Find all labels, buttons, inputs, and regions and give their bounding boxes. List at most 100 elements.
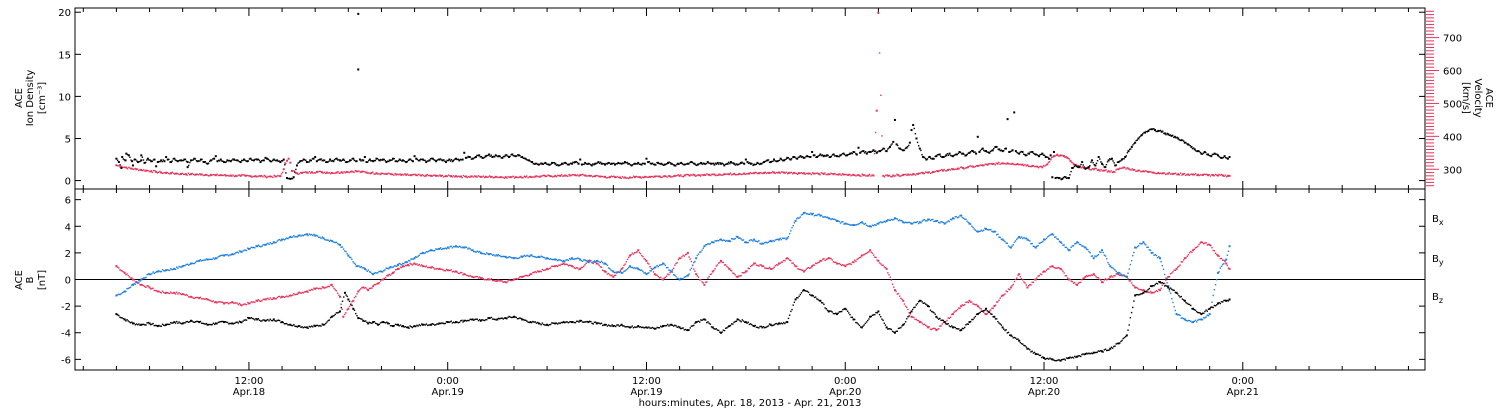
by-series-point [187, 264, 190, 266]
density-series-point [458, 159, 461, 162]
by-series-point [775, 238, 778, 241]
bx-series-point [296, 326, 299, 328]
density-series-point [636, 163, 638, 165]
bz-series-point [118, 267, 120, 269]
bx-series-point [254, 319, 256, 321]
by-series-point [747, 241, 749, 244]
bx-series-point [1146, 290, 1148, 292]
by-series-point [1128, 268, 1130, 270]
velocity-series-point [146, 169, 149, 172]
velocity-series-point [269, 175, 272, 178]
by-series-point [326, 239, 328, 241]
velocity-series-point [603, 176, 605, 178]
bx-series-point [1155, 282, 1158, 285]
density-series-point [828, 156, 830, 159]
bx-series-point [1132, 306, 1134, 309]
by-series-point [707, 243, 709, 245]
bz-series-point [642, 255, 644, 258]
velocity-series-point [867, 174, 870, 177]
bx-series-point [401, 325, 404, 328]
velocity-series-point [696, 174, 698, 177]
velocity-series-point [136, 168, 139, 170]
density-series-point [269, 160, 272, 163]
by-series-point [193, 262, 196, 265]
bz-series-point [321, 286, 323, 288]
velocity-series-point [502, 176, 504, 179]
bx-series-point [635, 326, 637, 329]
bz-series-point [1212, 249, 1214, 252]
bz-series-point [166, 292, 168, 294]
bz-series-point [772, 267, 774, 270]
density-series-point [830, 155, 833, 157]
density-series-point [502, 155, 505, 158]
by-series-point [292, 236, 294, 238]
density-series-point [1040, 153, 1042, 156]
density-series-point [1116, 161, 1119, 163]
bx-series-point [323, 323, 326, 326]
x-tick-date: Apr.21 [1227, 387, 1259, 398]
bz-series-point [187, 296, 190, 298]
bx-series-point [889, 328, 891, 330]
bz-series-point [474, 276, 476, 278]
by-series-point [1036, 245, 1038, 247]
bz-series-point [1182, 259, 1185, 261]
bz-series-point [506, 281, 508, 284]
bz-series-point [574, 267, 577, 270]
density-series-point [507, 156, 510, 159]
bz-series-point [663, 277, 665, 279]
by-series-point [531, 254, 533, 256]
bz-series-point [697, 276, 700, 278]
velocity-series-point [611, 175, 614, 178]
bx-series-point [744, 321, 747, 324]
bz-series-point [1173, 269, 1175, 271]
density-series-point [855, 153, 857, 155]
density-series-point [1120, 160, 1122, 162]
by-series-point [696, 254, 699, 257]
bx-series-point [584, 321, 586, 323]
density-series-point [1085, 167, 1088, 169]
density-series-point [1223, 155, 1226, 158]
velocity-series-point [312, 172, 314, 174]
by-series-point [211, 258, 213, 261]
bx-series-point [662, 325, 665, 328]
density-series-point [1004, 147, 1007, 150]
bx-series-point [727, 326, 729, 328]
velocity-series-point [325, 171, 328, 174]
velocity-series-point [377, 173, 379, 175]
bx-series-point [574, 321, 577, 324]
density-series-point [637, 161, 640, 164]
velocity-series-point [224, 174, 227, 177]
bx-series-point [999, 323, 1001, 325]
velocity-series-point [914, 174, 917, 176]
bz-series-point [256, 299, 259, 302]
density-series-point [1104, 166, 1107, 169]
density-series-point [818, 154, 820, 157]
density-series-point [335, 157, 338, 160]
density-series-point [1017, 152, 1019, 154]
velocity-series-point [791, 173, 794, 175]
velocity-series-point [327, 172, 329, 174]
density-series-point [774, 160, 776, 162]
velocity-series-point [1105, 169, 1107, 171]
bz-series-point [544, 269, 546, 271]
density-series-point [841, 153, 844, 155]
bz-series-point [486, 279, 488, 281]
bz-series-point [366, 288, 368, 290]
by-series-point [657, 265, 660, 268]
bx-series-point [799, 293, 801, 296]
bx-series-point [852, 318, 855, 321]
bz-series-point [1067, 278, 1070, 281]
bx-series-point [504, 317, 507, 320]
by-series-point [651, 268, 654, 270]
by-series-point [305, 233, 307, 236]
velocity-series-point [655, 175, 657, 178]
by-series-point [559, 259, 561, 261]
by-series-point [313, 233, 315, 236]
bz-series-point [819, 259, 822, 262]
bx-series-point [1220, 301, 1223, 303]
velocity-series-point [861, 173, 863, 175]
by-series-point [1019, 237, 1022, 239]
density-series-point [312, 157, 315, 160]
velocity-series-point [855, 175, 857, 177]
by-series-point [500, 255, 502, 258]
